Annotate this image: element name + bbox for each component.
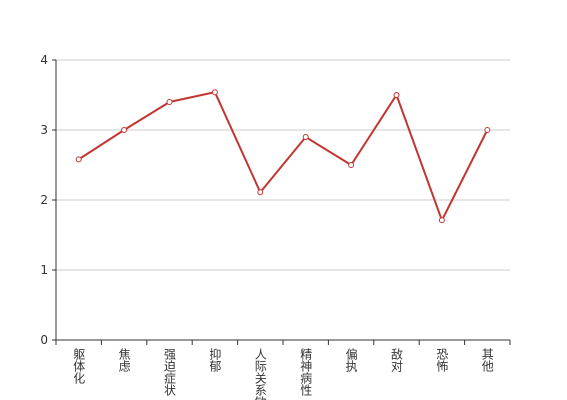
x-tick-label: 强迫症状 bbox=[163, 348, 177, 396]
y-tick-label: 1 bbox=[40, 263, 48, 277]
x-tick-label: 焦虑 bbox=[117, 348, 131, 372]
y-tick-label: 0 bbox=[40, 333, 48, 347]
x-tick-label: 偏执 bbox=[344, 347, 358, 373]
x-tick-label: 人际关系敏感 bbox=[253, 348, 267, 400]
y-tick-label: 3 bbox=[40, 123, 48, 137]
x-tick-label: 抑郁 bbox=[208, 347, 222, 373]
point bbox=[211, 89, 218, 96]
point bbox=[257, 189, 264, 196]
x-tick-label: 精神病性 bbox=[299, 348, 313, 397]
y-tick-label: 4 bbox=[40, 53, 48, 67]
point bbox=[438, 217, 445, 224]
x-tick-label: 敌对 bbox=[390, 347, 404, 372]
point bbox=[75, 156, 82, 163]
point bbox=[348, 162, 355, 168]
point bbox=[166, 99, 173, 105]
x-tick-label: 恐怖 bbox=[435, 348, 449, 372]
x-tick-label: 躯体化 bbox=[72, 347, 86, 385]
x-tick-label: 其他 bbox=[480, 348, 494, 372]
line bbox=[78, 91, 489, 223]
point bbox=[393, 92, 400, 98]
point bbox=[302, 134, 309, 140]
point bbox=[121, 127, 128, 133]
point bbox=[484, 127, 491, 133]
y-tick-label: 2 bbox=[40, 193, 48, 207]
